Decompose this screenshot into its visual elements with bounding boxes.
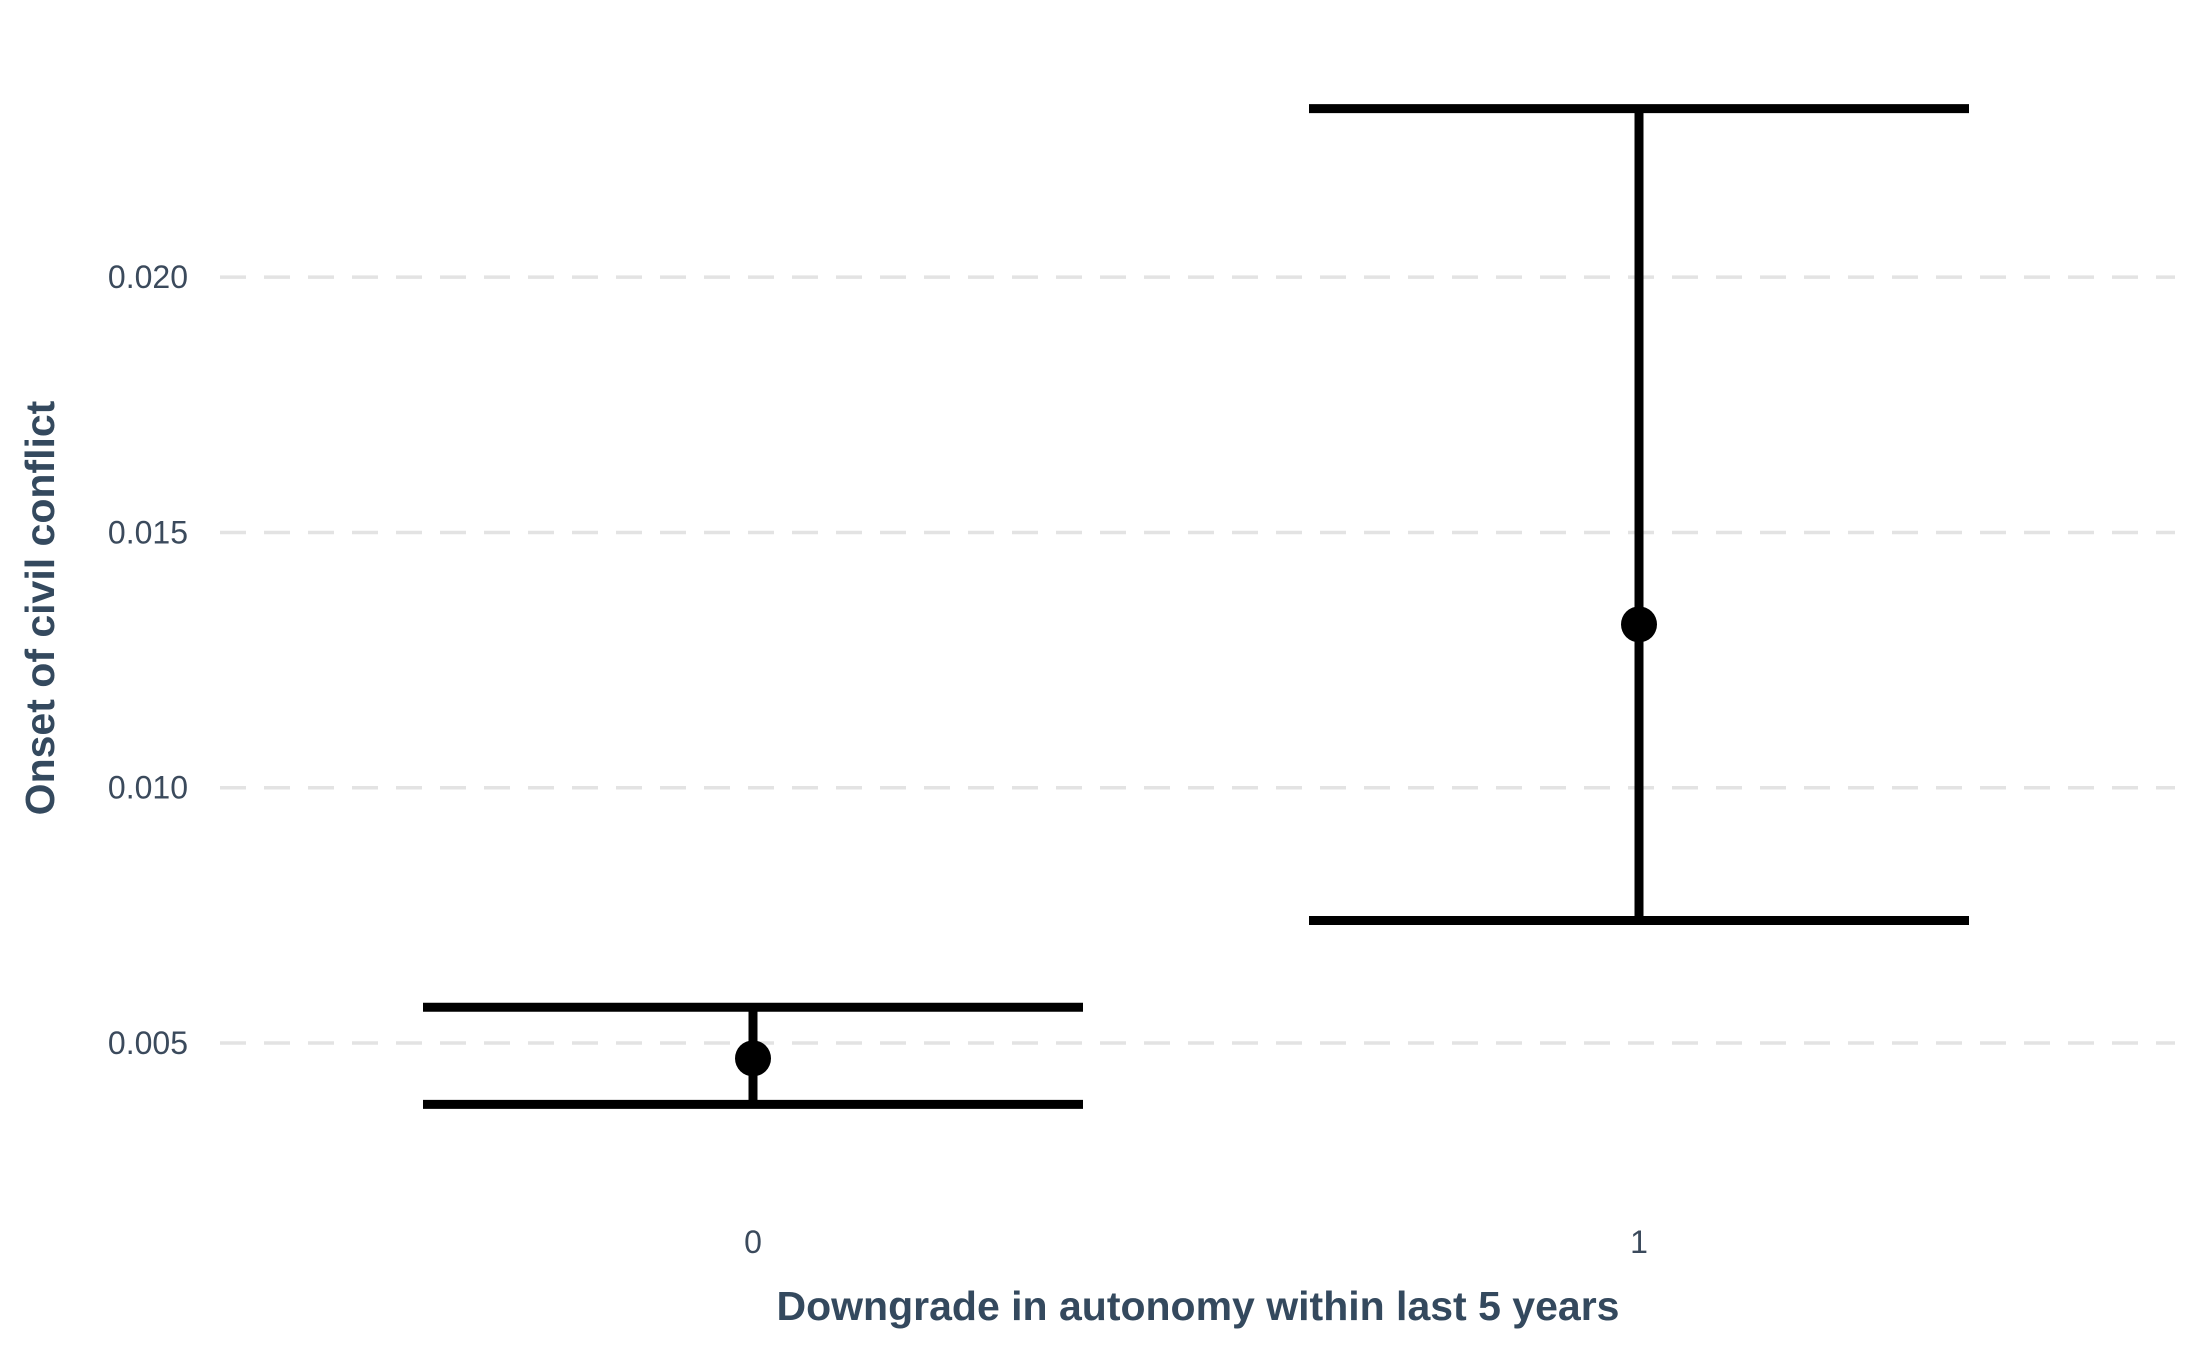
data-point: [735, 1040, 771, 1077]
y-tick-label: 0.010: [108, 770, 188, 806]
x-tick-label: 1: [1630, 1224, 1648, 1260]
y-tick-label: 0.015: [108, 514, 188, 550]
data-point: [1621, 606, 1657, 643]
data-marks: [423, 104, 1969, 1109]
x-axis-title: Downgrade in autonomy within last 5 year…: [777, 1283, 1620, 1329]
y-tick-label: 0.005: [108, 1025, 188, 1061]
y-tick-label: 0.020: [108, 259, 188, 295]
y-tick-labels: 0.005 0.010 0.015 0.020: [108, 259, 188, 1061]
x-tick-label: 0: [744, 1224, 762, 1260]
gridlines: [220, 275, 2175, 1045]
y-axis-title: Onset of civil conflict: [17, 400, 63, 815]
